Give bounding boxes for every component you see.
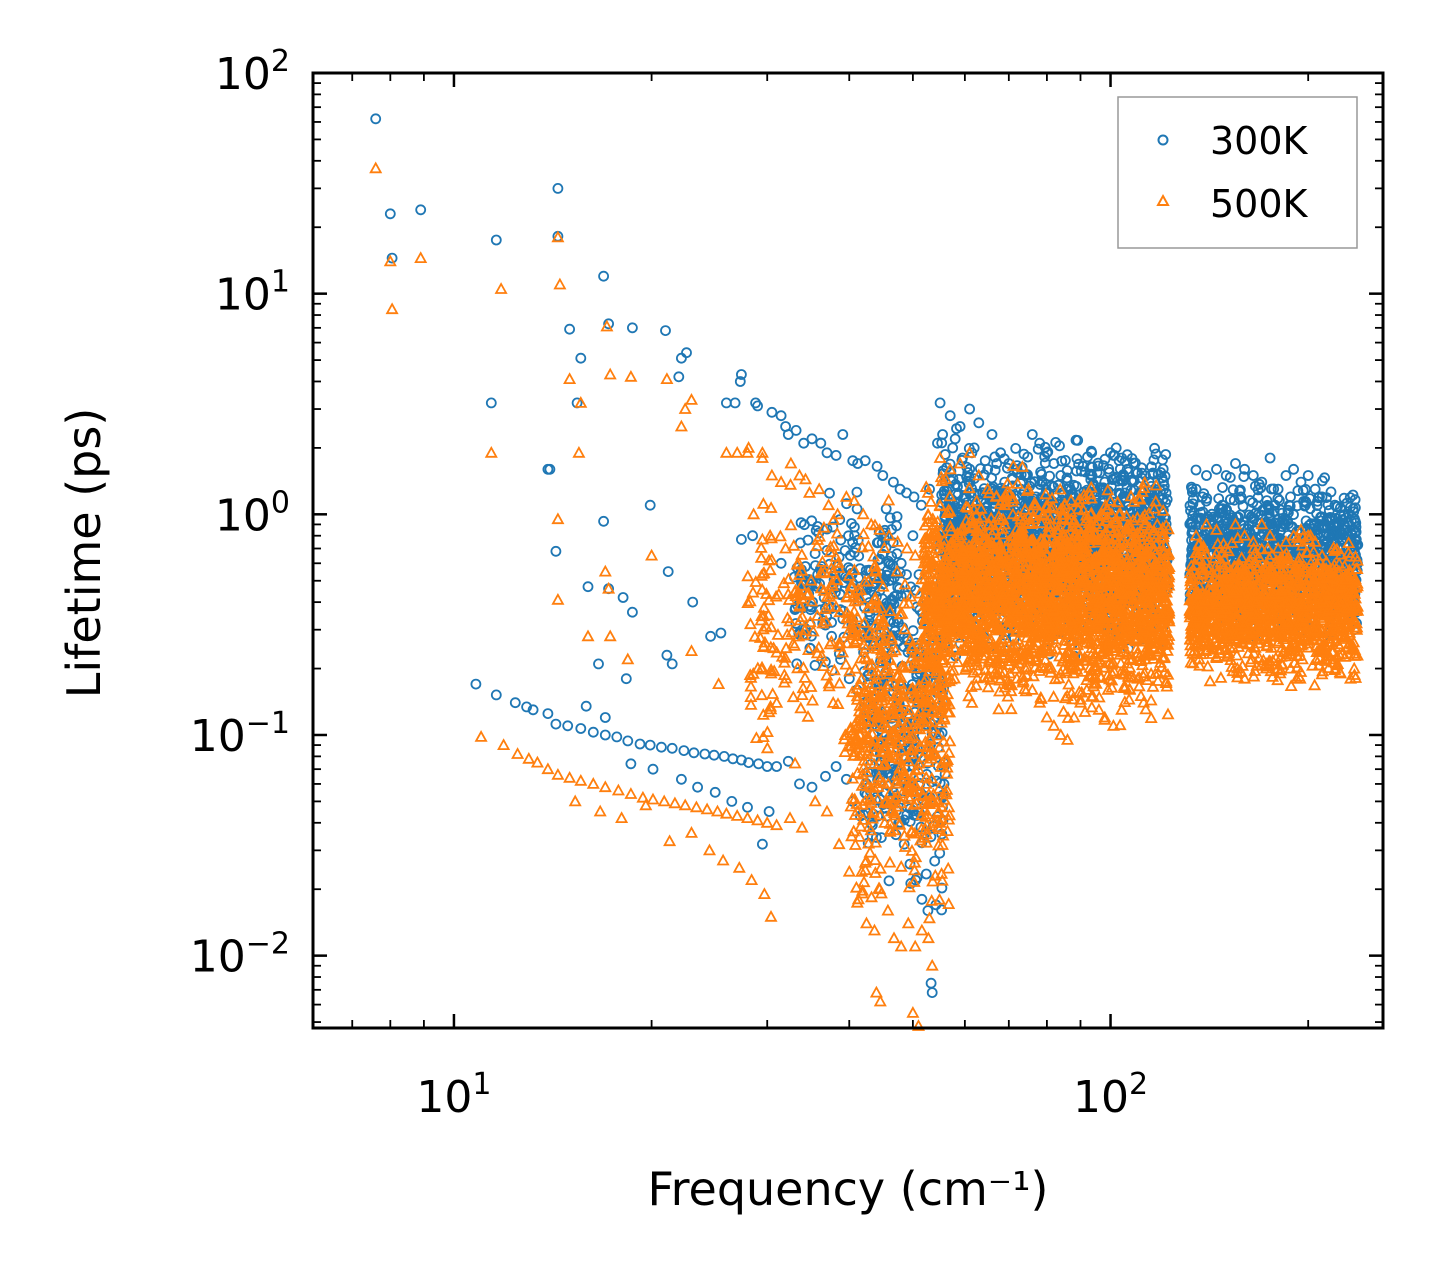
data-point-300k: [1086, 447, 1098, 459]
data-point-300k: [1146, 461, 1157, 473]
data-point-300k: [1070, 434, 1082, 446]
data-point-300k: [929, 855, 941, 867]
data-point-300k: [1335, 529, 1347, 540]
data-point-300k: [1341, 497, 1353, 509]
data-point-300k: [958, 511, 970, 523]
data-point-300k: [1227, 484, 1239, 496]
data-point-300k: [1276, 521, 1288, 532]
data-point-300k: [1148, 454, 1160, 466]
data-point-300k: [991, 458, 1003, 469]
data-point-300k: [1271, 514, 1283, 526]
data-point-300k: [1087, 461, 1098, 473]
data-point-300k: [1319, 472, 1330, 484]
data-point-300k: [1201, 513, 1213, 525]
data-point-300k: [1350, 539, 1362, 551]
data-point-300k: [1344, 492, 1356, 504]
data-point-300k: [1261, 495, 1273, 507]
data-point-300k: [961, 471, 972, 483]
data-point-300k: [1268, 483, 1280, 495]
data-point-300k: [1160, 449, 1172, 460]
data-point-300k: [1315, 511, 1327, 523]
data-point-300k: [1329, 499, 1341, 511]
data-point-300k: [1121, 482, 1133, 494]
data-point-300k: [1264, 512, 1276, 523]
data-point-300k: [1336, 514, 1348, 526]
data-point-300k: [1044, 470, 1055, 482]
data-point-300k: [936, 882, 948, 894]
data-point-300k: [1022, 490, 1034, 502]
data-point-300k: [1252, 491, 1264, 503]
data-point-300k: [1329, 519, 1341, 531]
data-point-300k: [1034, 479, 1046, 490]
data-point-300k: [1283, 507, 1294, 519]
data-point-300k: [1194, 512, 1206, 524]
data-point-300k: [1217, 482, 1228, 493]
data-point-300k: [1190, 464, 1202, 476]
data-point-300k: [1010, 442, 1022, 454]
data-point-300k: [1225, 494, 1236, 505]
data-point-300k: [1046, 480, 1058, 492]
data-point-300k: [1032, 443, 1044, 455]
data-point-300k: [991, 530, 1003, 542]
data-point-300k: [1149, 486, 1160, 498]
data-point-300k: [1346, 515, 1357, 527]
data-point-300k: [1233, 511, 1244, 523]
data-point-300k: [1253, 478, 1265, 490]
data-point-300k: [1036, 476, 1048, 488]
data-point-300k: [1331, 501, 1342, 513]
data-point-300k: [1054, 440, 1065, 452]
data-point-300k: [1075, 465, 1087, 477]
data-point-300k: [1234, 485, 1245, 497]
data-point-300k: [1060, 454, 1071, 466]
data-point-300k: [1243, 519, 1254, 531]
data-point-300k: [1258, 520, 1270, 532]
data-points: [369, 113, 1365, 1031]
data-point-300k: [1221, 524, 1232, 536]
data-point-300k: [1208, 511, 1220, 523]
data-point-300k: [989, 464, 1001, 476]
data-point-300k: [1071, 453, 1083, 465]
data-point-300k: [1155, 467, 1167, 478]
data-point-300k: [1308, 518, 1320, 530]
data-point-300k: [1119, 492, 1131, 504]
data-point-300k: [1018, 448, 1030, 460]
data-point-300k: [1098, 460, 1109, 472]
data-point-300k: [883, 875, 895, 887]
data-point-300k: [1186, 518, 1198, 529]
data-point-300k: [1188, 507, 1200, 518]
data-point-300k: [1349, 515, 1361, 527]
data-point-300k: [1035, 466, 1046, 478]
data-point-300k: [1347, 489, 1359, 501]
data-point-300k: [1149, 442, 1160, 454]
data-point-300k: [1113, 455, 1125, 467]
data-point-300k: [1316, 544, 1328, 556]
